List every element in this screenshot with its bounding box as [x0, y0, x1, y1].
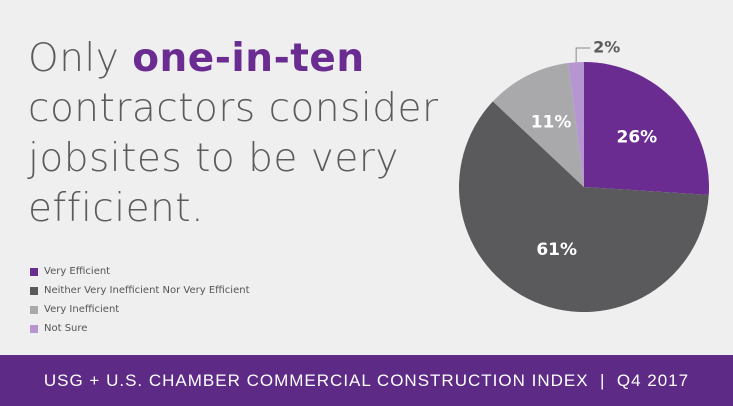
- slice-label-neither: 61%: [536, 240, 577, 260]
- headline: Only one-in-ten contractors consider job…: [28, 34, 448, 234]
- headline-highlight: one-in-ten: [132, 36, 365, 81]
- callout-line-not-sure: [575, 47, 591, 63]
- legend-swatch: [30, 324, 38, 333]
- slice-label-not-sure: 2%: [593, 38, 620, 57]
- legend-label: Neither Very Inefficient Nor Very Effici…: [44, 285, 250, 296]
- legend-swatch: [30, 305, 38, 314]
- legend-item-very-inefficient: Very Inefficient: [30, 300, 250, 319]
- slice-label-very-efficient: 26%: [616, 127, 657, 147]
- footer-period: Q4 2017: [616, 370, 690, 390]
- legend-item-very-efficient: Very Efficient: [30, 262, 250, 281]
- headline-suffix: contractors consider jobsites to be very…: [28, 86, 439, 231]
- pie-slice-very-efficient: [584, 62, 709, 195]
- legend-label: Very Inefficient: [44, 304, 120, 315]
- footer-separator: |: [600, 370, 606, 390]
- pie-chart: 26% 61% 11% 2%: [459, 38, 709, 312]
- slice-label-very-inefficient: 11%: [531, 112, 572, 132]
- pie-slice-very-inefficient: [492, 62, 584, 188]
- headline-prefix: Only: [28, 36, 133, 81]
- legend-label: Very Efficient: [44, 266, 111, 277]
- legend-item-not-sure: Not Sure: [30, 319, 250, 338]
- chart-legend: Very Efficient Neither Very Inefficient …: [30, 262, 250, 338]
- footer-title: USG + U.S. CHAMBER COMMERCIAL CONSTRUCTI…: [43, 370, 589, 390]
- legend-swatch: [30, 267, 38, 276]
- pie-slice-not-sure: [568, 62, 584, 187]
- pie-slice-neither: [459, 101, 709, 312]
- footer-banner: USG + U.S. CHAMBER COMMERCIAL CONSTRUCTI…: [0, 355, 733, 406]
- legend-swatch: [30, 286, 38, 295]
- legend-label: Not Sure: [44, 323, 88, 334]
- legend-item-neither: Neither Very Inefficient Nor Very Effici…: [30, 281, 250, 300]
